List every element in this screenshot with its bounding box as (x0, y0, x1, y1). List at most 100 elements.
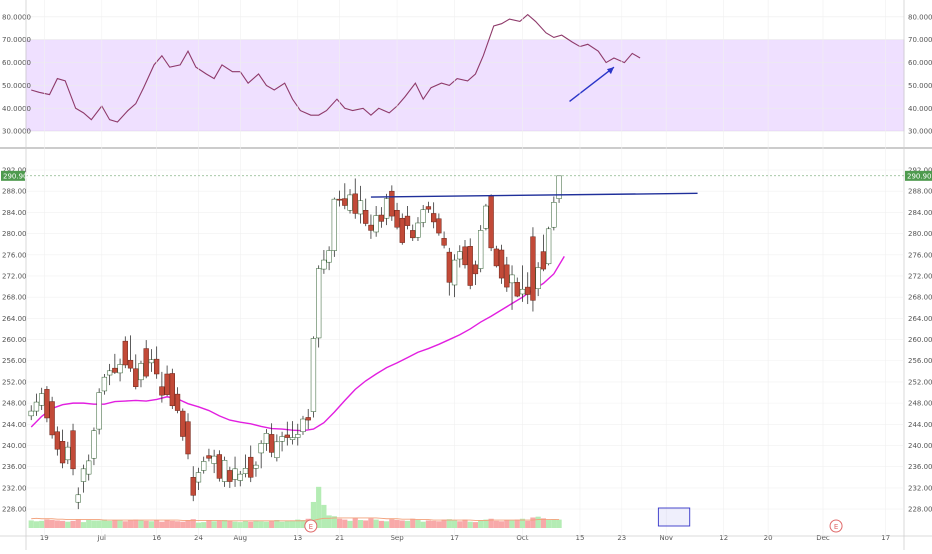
candle-up (420, 209, 426, 223)
volume-bar (180, 521, 186, 528)
candle-up (483, 205, 489, 229)
volume-bar (493, 520, 499, 528)
volume-bar (133, 519, 139, 528)
candle-up (96, 392, 102, 430)
price-tick-label-left: 236.00 (2, 463, 27, 471)
volume-bar (59, 520, 66, 528)
volume-bar (300, 520, 306, 528)
volume-bar (117, 520, 123, 528)
candle-down (336, 198, 343, 201)
volume-bar (336, 518, 343, 528)
volume-bar (274, 520, 280, 528)
candle-up (65, 446, 71, 461)
volume-bar (284, 520, 290, 528)
volume-bar (65, 521, 71, 528)
volume-bar (258, 521, 264, 528)
volume-bar (80, 522, 87, 528)
volume-bar (535, 516, 541, 528)
volume-bar (441, 519, 447, 528)
candle-up (33, 401, 40, 412)
x-tick-label: 24 (194, 534, 203, 542)
candle-up (138, 363, 144, 381)
x-tick-label: 13 (293, 534, 302, 542)
candle-down (472, 264, 479, 275)
candle-down (514, 282, 520, 297)
volume-bar (253, 520, 259, 528)
candle-down (467, 246, 473, 286)
volume-bar (514, 519, 520, 528)
volume-bar (472, 522, 479, 528)
x-tick-label: 17 (881, 534, 890, 542)
candle-up (519, 288, 526, 295)
volume-bar (326, 515, 332, 528)
price-tick-label-left: 248.00 (2, 400, 27, 408)
candle-up (457, 251, 463, 260)
volume-ma-line (31, 517, 560, 522)
price-tick-label-right: 260.00 (908, 336, 932, 344)
candle-down (436, 218, 442, 234)
volume-bar (530, 517, 536, 528)
candle-up (415, 222, 421, 238)
candle-down (70, 430, 76, 470)
volume-bar (478, 520, 484, 528)
volume-bar (415, 520, 421, 528)
candle-down (389, 190, 395, 217)
volume-bar (316, 486, 322, 528)
rsi-tick-label-right: 80.0000 (908, 13, 932, 21)
volume-bar (237, 522, 243, 528)
volume-bar (107, 520, 113, 528)
candle-down (112, 367, 118, 373)
volume-bar (143, 520, 149, 528)
last-price-tag-left (1, 170, 25, 181)
x-tick-label: Sep (390, 534, 404, 542)
candle-down (425, 206, 432, 210)
candle-up (201, 461, 207, 471)
candle-down (305, 417, 311, 421)
volume-bar (488, 518, 494, 528)
volume-bar (33, 521, 40, 528)
earnings-marker (304, 519, 318, 533)
price-tick-label-left: 288.00 (2, 188, 27, 196)
candle-up (545, 228, 552, 265)
volume-bar (504, 520, 510, 528)
volume-bar (75, 519, 81, 528)
rsi-tick-label-right: 40.0000 (908, 105, 932, 113)
volume-bar (138, 520, 144, 528)
volume-bar (384, 521, 390, 528)
candle-down (49, 401, 55, 436)
candle-down (368, 224, 374, 231)
x-tick-label: 15 (576, 534, 585, 542)
volume-bar (164, 520, 170, 528)
volume-bar (101, 519, 107, 528)
x-tick-label: Aug (233, 534, 247, 542)
volume-bar (227, 520, 233, 528)
candle-up (258, 443, 264, 454)
rsi-tick-label-left: 80.0000 (2, 13, 31, 21)
volume-bar (462, 519, 468, 528)
volume-bar (174, 521, 181, 528)
candle-up (383, 198, 390, 219)
earnings-marker-label: E (834, 523, 838, 531)
candle-up (86, 460, 92, 475)
volume-bar (498, 521, 505, 528)
candle-up (221, 460, 228, 482)
x-tick-label: 23 (617, 534, 626, 542)
price-tick-label-left: 280.00 (2, 230, 27, 238)
volume-bar (357, 520, 364, 528)
candle-up (289, 437, 296, 440)
candle-up (39, 393, 45, 406)
price-tick-label-right: 276.00 (908, 251, 932, 259)
volume-bar (148, 521, 155, 528)
candle-up (478, 230, 484, 269)
price-tick-label-right: 244.00 (908, 421, 932, 429)
candle-down (410, 230, 416, 239)
last-price-label-right: 290.90 (907, 172, 932, 180)
rsi-tick-label-right: 60.0000 (908, 59, 932, 67)
candle-up (295, 434, 301, 438)
candle-down (180, 410, 186, 437)
volume-bar (91, 520, 97, 528)
volume-bar (321, 504, 327, 528)
volume-bar (425, 520, 432, 528)
